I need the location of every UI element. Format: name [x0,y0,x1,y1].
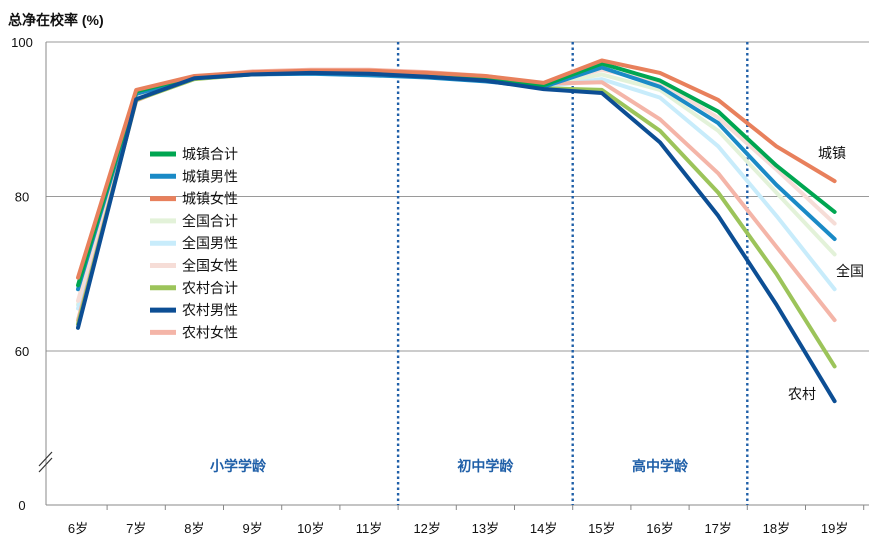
x-tick-label: 10岁 [297,521,324,536]
end-label: 农村 [788,386,816,402]
legend-label: 农村合计 [182,280,238,296]
x-tick-label: 6岁 [68,521,88,536]
legend-label: 城镇合计 [182,146,238,162]
end-label: 全国 [836,263,864,279]
series-line [76,58,837,280]
x-tick-label: 12岁 [413,521,440,536]
legend-label: 农村男性 [182,302,238,318]
x-tick-label: 19岁 [821,521,848,536]
chart-title: 总净在校率 (%) [8,12,104,28]
x-tick-label: 11岁 [356,521,383,536]
x-tick-label: 13岁 [472,521,499,536]
legend-label: 农村女性 [182,324,238,340]
grid [46,41,869,352]
y-tick-label: 80 [15,190,29,205]
legend-label: 城镇男性 [182,168,238,184]
stage-label: 初中学龄 [457,458,514,474]
x-tick-label: 18岁 [763,521,790,536]
x-tick-label: 17岁 [704,521,731,536]
axis-break-icon [38,451,53,473]
x-tick-label: 16岁 [646,521,673,536]
x-tick-label: 15岁 [588,521,615,536]
end-label: 城镇 [818,145,846,161]
x-ticks: 6岁 7岁 8岁 9岁 10岁 11岁 12岁 13岁 14岁 15岁 16岁 17岁 18岁 19岁 [68,505,865,536]
y-ticks: 100 80 60 0 [11,35,33,513]
stage-label: 小学学龄 [210,458,267,474]
series-line [76,70,837,404]
y-tick-label: 0 [18,498,25,513]
x-tick-label: 9岁 [242,521,262,536]
stage-label: 高中学龄 [632,458,689,474]
y-tick-label: 60 [15,344,29,359]
y-tick-label: 100 [11,35,33,50]
legend-label: 全国女性 [182,258,238,274]
legend-label: 全国男性 [182,235,238,251]
axis [38,42,869,506]
x-tick-label: 7岁 [126,521,146,536]
legend-label: 城镇女性 [182,191,238,207]
stage-dividers: 小学学龄 初中学龄 高中学龄 [210,42,749,505]
legend-label: 全国合计 [182,213,238,229]
series-lines [76,58,837,404]
x-tick-label: 14岁 [530,521,557,536]
x-tick-label: 8岁 [184,521,204,536]
